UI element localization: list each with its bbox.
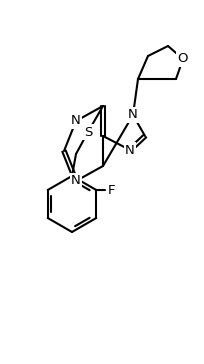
Text: F: F <box>108 183 115 197</box>
Text: O: O <box>178 52 188 66</box>
Text: N: N <box>128 108 138 122</box>
Text: N: N <box>71 174 81 187</box>
Text: N: N <box>125 143 135 157</box>
Text: N: N <box>71 115 81 127</box>
Text: S: S <box>84 126 92 138</box>
